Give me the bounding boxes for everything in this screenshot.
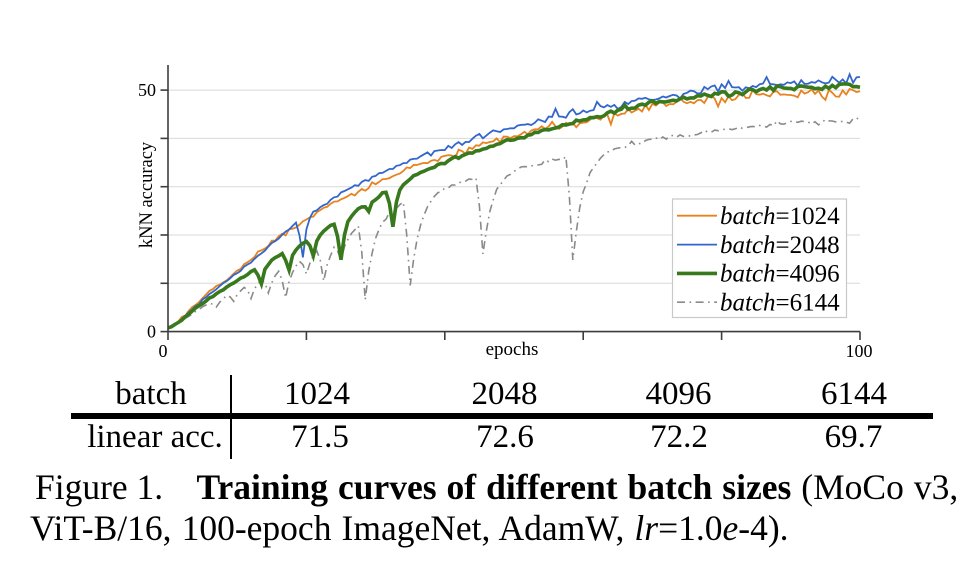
svg-text:epochs: epochs	[486, 339, 539, 360]
svg-text:50: 50	[138, 80, 156, 100]
svg-text:100: 100	[846, 341, 873, 361]
svg-text:batch=6144: batch=6144	[720, 289, 840, 316]
svg-text:batch=1024: batch=1024	[720, 203, 840, 230]
svg-text:batch=2048: batch=2048	[720, 232, 840, 259]
svg-text:batch=4096: batch=4096	[720, 261, 840, 288]
svg-text:0: 0	[147, 322, 156, 342]
svg-text:kNN accuracy: kNN accuracy	[137, 141, 157, 248]
svg-text:0: 0	[159, 341, 168, 361]
